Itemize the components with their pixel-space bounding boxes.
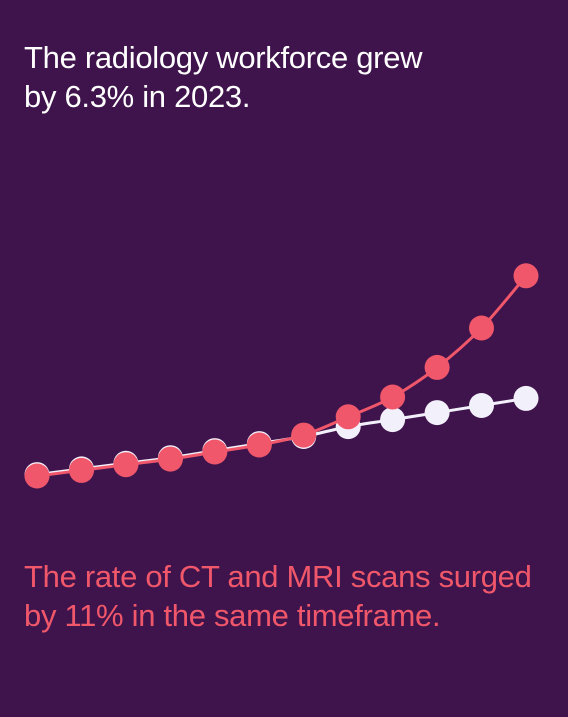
series-2-point-11 xyxy=(469,315,494,341)
series-2-point-3 xyxy=(113,452,139,478)
headline-line-2: by 6.3% in 2023. xyxy=(24,79,251,114)
headline: The radiology workforce grew by 6.3% in … xyxy=(24,38,544,116)
subline: The rate of CT and MRI scans surged by 1… xyxy=(24,557,554,635)
series-line-2 xyxy=(36,274,528,478)
workforce-series xyxy=(24,385,539,488)
series-2-point-8 xyxy=(335,404,361,430)
subline-line-1: The rate of CT and MRI scans surged xyxy=(24,559,532,594)
series-1-point-10 xyxy=(424,400,450,426)
subline-line-2: by 11% in the same timeframe. xyxy=(24,598,441,633)
series-2-point-7 xyxy=(291,422,317,448)
scans-series xyxy=(24,263,539,489)
series-line-1 xyxy=(36,396,527,477)
series-2-point-4 xyxy=(157,446,183,472)
series-1-point-9 xyxy=(380,407,406,433)
series-2-point-10 xyxy=(424,354,450,380)
series-2-point-9 xyxy=(380,384,406,410)
series-1-point-11 xyxy=(469,393,494,418)
series-2-point-5 xyxy=(202,439,228,465)
series-2-point-6 xyxy=(246,432,272,458)
series-2-point-1 xyxy=(24,463,50,489)
headline-line-1: The radiology workforce grew xyxy=(24,40,423,75)
series-2-point-12 xyxy=(513,263,539,289)
series-2-point-2 xyxy=(69,457,94,483)
series-1-point-12 xyxy=(513,385,539,411)
